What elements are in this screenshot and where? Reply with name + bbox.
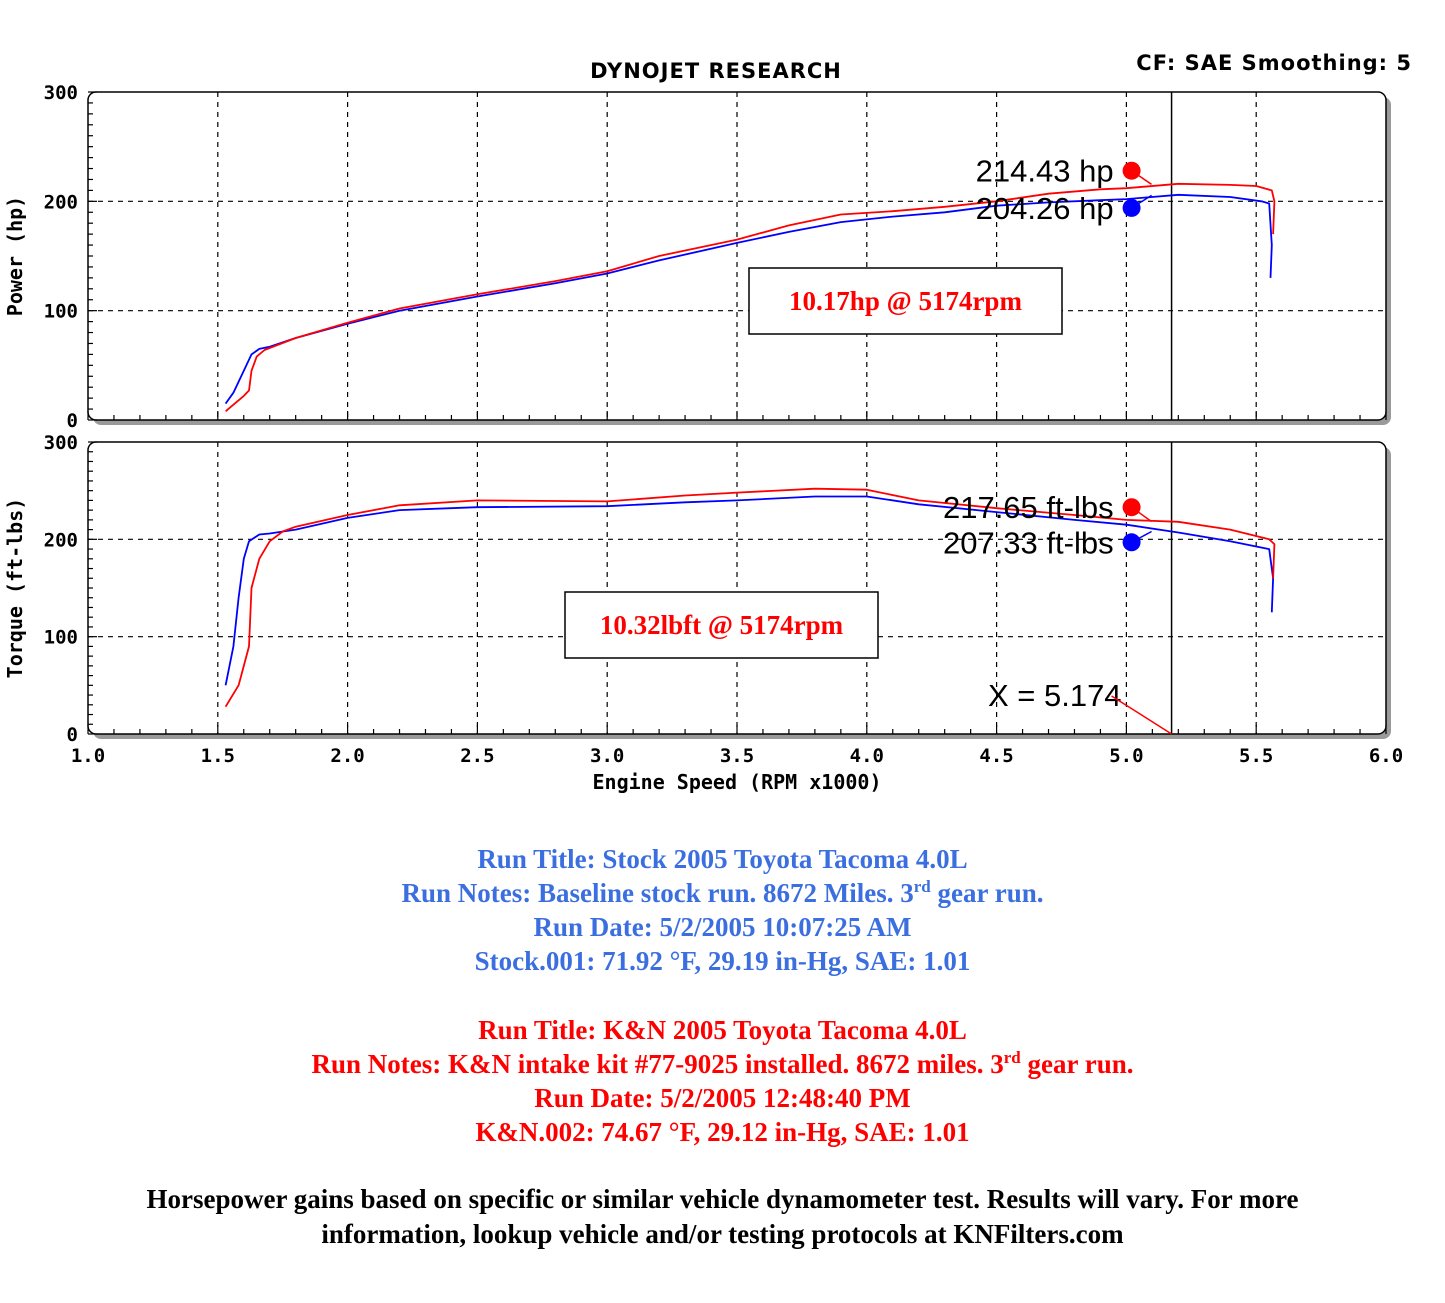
stock-marker-dot: [1122, 198, 1141, 217]
x-tick-label: 1.0: [71, 745, 105, 767]
x-tick-label: 4.0: [850, 745, 884, 767]
kn-series-line: [225, 182, 1276, 412]
stock-marker-dot: [1122, 533, 1141, 552]
kn-run-date: Run Date: 5/2/2005 12:48:40 PM: [534, 1083, 911, 1113]
x-tick-label: 2.5: [460, 745, 494, 767]
stock-series-line: [224, 193, 1273, 405]
gain-annotation-box: [748, 267, 1063, 335]
x-tick-label: 4.5: [979, 745, 1013, 767]
kn-run-title: Run Title: K&N 2005 Toyota Tacoma 4.0L: [478, 1015, 967, 1045]
disclaimer-line-2: information, lookup vehicle and/or testi…: [321, 1219, 1124, 1249]
stock-run-info: Run Title: Stock 2005 Toyota Tacoma 4.0L…: [0, 842, 1445, 978]
x-tick-label: 5.5: [1239, 745, 1273, 767]
gain-annotation-box: [564, 591, 879, 659]
x-tick-label: 5.0: [1109, 745, 1143, 767]
chart-title: DYNOJET RESEARCH: [590, 59, 842, 83]
y-tick-label: 100: [44, 301, 78, 323]
y-tick-label: 300: [44, 432, 78, 454]
y-tick-label: 0: [67, 724, 78, 746]
gain-annotation-text: 10.32lbft @ 5174rpm: [600, 610, 844, 640]
stock-marker-label: 204.26 hp: [976, 191, 1114, 226]
y-tick-label: 200: [44, 191, 78, 213]
kn-marker-label: 214.43 hp: [976, 154, 1114, 189]
cursor-readout-leader: [1111, 695, 1172, 735]
torque-panel: 0 100 200 300 1.0 1.5 2.0 2.5 3.0 3.5 4.0 4.5 5.0 5.5…: [3, 432, 1403, 767]
disclaimer: Horsepower gains based on specific or si…: [60, 1182, 1385, 1252]
dyno-chart: DYNOJET RESEARCH CF: SAE Smoothing: 5 01…: [3, 51, 1412, 794]
stock-run-conditions: Stock.001: 71.92 °F, 29.19 in-Hg, SAE: 1…: [474, 946, 971, 976]
kn-marker-dot: [1122, 161, 1141, 180]
x-tick-label: 1.5: [201, 745, 235, 767]
y-axis-label: Power (hp): [3, 196, 27, 316]
disclaimer-line-1: Horsepower gains based on specific or si…: [146, 1184, 1299, 1214]
kn-run-notes: Run Notes: K&N intake kit #77-9025 insta…: [311, 1048, 1134, 1079]
stock-run-title: Run Title: Stock 2005 Toyota Tacoma 4.0L: [477, 844, 968, 874]
gain-annotation-text: 10.17hp @ 5174rpm: [789, 286, 1022, 316]
kn-series-line: [224, 487, 1276, 708]
x-tick-label: 2.0: [330, 745, 364, 767]
cursor-readout-label: X = 5.174: [988, 678, 1122, 713]
chart-settings: CF: SAE Smoothing: 5: [1136, 51, 1412, 75]
stock-marker-label: 207.33 ft-lbs: [943, 525, 1114, 560]
stock-run-date: Run Date: 5/2/2005 10:07:25 AM: [533, 912, 912, 942]
kn-run-info: Run Title: K&N 2005 Toyota Tacoma 4.0L R…: [0, 1013, 1445, 1149]
x-tick-label: 3.5: [720, 745, 754, 767]
y-tick-label: 300: [44, 82, 78, 104]
stock-series-line: [224, 495, 1274, 686]
x-tick-label: 3.0: [590, 745, 624, 767]
kn-run-conditions: K&N.002: 74.67 °F, 29.12 in-Hg, SAE: 1.0…: [475, 1117, 970, 1147]
x-axis-label: Engine Speed (RPM x1000): [593, 770, 882, 794]
y-tick-label: 100: [44, 627, 78, 649]
y-tick-label: 0: [67, 410, 78, 432]
y-tick-label: 200: [44, 529, 78, 551]
stock-run-notes: Run Notes: Baseline stock run. 8672 Mile…: [401, 877, 1044, 908]
kn-marker-dot: [1122, 498, 1141, 517]
kn-marker-label: 217.65 ft-lbs: [943, 490, 1114, 525]
x-tick-label: 6.0: [1369, 745, 1403, 767]
y-axis-label: Torque (ft-lbs): [3, 498, 27, 679]
